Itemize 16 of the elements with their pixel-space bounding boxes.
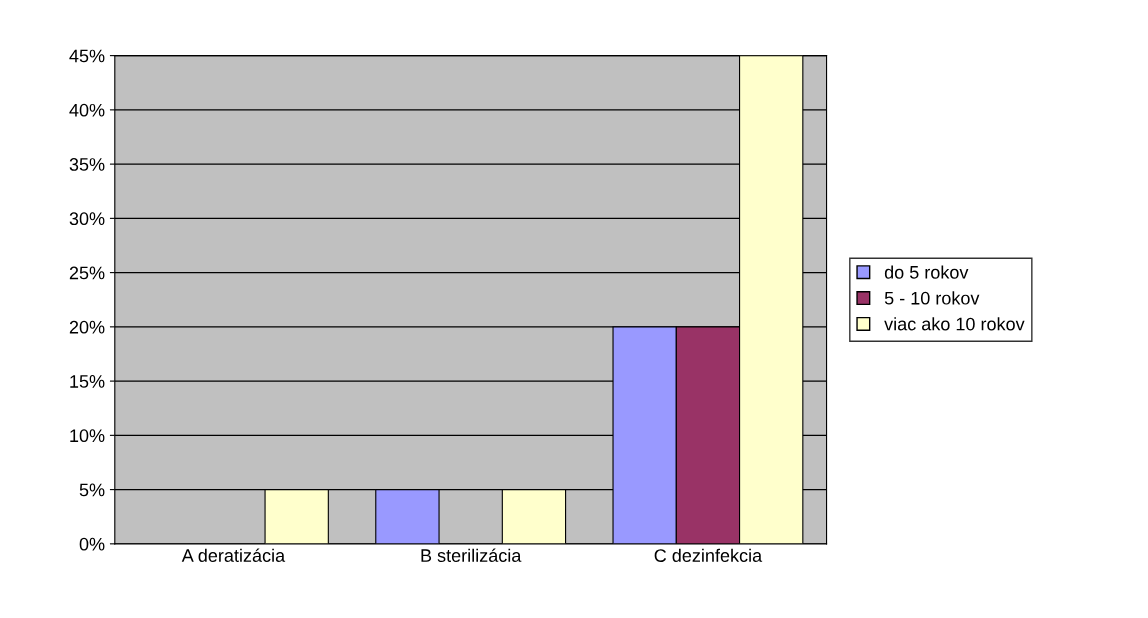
x-tick-label: A deratizácia bbox=[181, 548, 286, 562]
x-tick-label: B sterilizácia bbox=[421, 548, 522, 562]
y-tick-label: 35% bbox=[69, 158, 105, 171]
y-tick-label: 45% bbox=[69, 49, 105, 63]
y-tick-label: 20% bbox=[69, 320, 105, 334]
y-tick-label: 30% bbox=[69, 212, 105, 226]
y-tick-label: 25% bbox=[69, 266, 105, 280]
y-tick-label: 5% bbox=[79, 483, 105, 497]
legend-label: do 5 rokov bbox=[884, 265, 969, 279]
x-tick-label: C dezinfekcia bbox=[654, 548, 763, 562]
y-tick-label: 10% bbox=[70, 429, 105, 443]
y-tick-label: 40% bbox=[69, 103, 105, 117]
y-tick-label: 0% bbox=[79, 537, 105, 551]
legend-label: 5 - 10 rokov bbox=[884, 291, 980, 305]
y-tick-label: 15% bbox=[70, 375, 105, 388]
legend-label: viac ako 10 rokov bbox=[884, 317, 1025, 331]
